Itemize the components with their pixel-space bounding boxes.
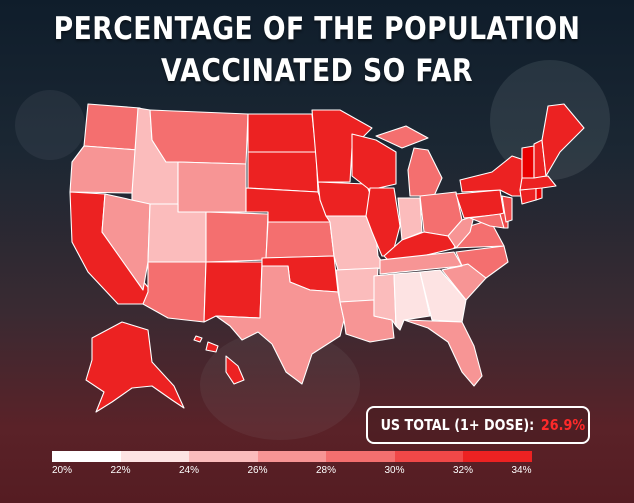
state-north-dakota xyxy=(247,113,317,153)
state-indiana xyxy=(397,197,423,241)
state-connecticut xyxy=(519,187,537,205)
legend-tick-label: 28% xyxy=(315,465,337,476)
legend-color-segment xyxy=(120,451,189,462)
background-virus-blob xyxy=(15,90,85,160)
state-hawaii xyxy=(225,355,245,385)
map-title-line-2: VACCINATED SO FAR xyxy=(161,53,473,89)
map-title-line-1: PERCENTAGE OF THE POPULATION xyxy=(53,11,581,47)
state-nevada xyxy=(101,193,151,291)
state-hawaii-island xyxy=(193,335,203,343)
state-utah xyxy=(147,203,207,263)
state-georgia xyxy=(419,269,467,323)
state-michigan xyxy=(407,147,443,197)
state-arkansas xyxy=(335,267,379,303)
state-south-dakota xyxy=(247,151,319,193)
state-mississippi xyxy=(373,273,397,327)
legend-color-segment xyxy=(52,451,121,462)
state-vermont xyxy=(521,145,535,179)
us-total-value: 26.9% xyxy=(541,416,586,434)
legend-color-segment xyxy=(326,451,395,462)
state-rhode-island xyxy=(535,187,543,201)
state-new-mexico xyxy=(203,261,263,323)
state-wyoming xyxy=(177,161,247,213)
legend-color-segment xyxy=(257,451,326,462)
state-florida xyxy=(403,319,483,387)
legend-tick-label: 32% xyxy=(452,465,474,476)
state-iowa xyxy=(317,181,373,217)
state-washington xyxy=(83,103,141,151)
state-new-jersey xyxy=(501,195,513,223)
legend-tick-label: 20% xyxy=(51,465,73,476)
state-kansas xyxy=(265,221,335,259)
state-arizona xyxy=(142,261,207,323)
state-wisconsin xyxy=(351,133,397,191)
state-hawaii-island xyxy=(205,341,219,353)
legend-tick-label: 22% xyxy=(110,465,131,476)
state-montana xyxy=(149,109,249,165)
state-north-carolina xyxy=(441,245,509,279)
state-west-virginia xyxy=(447,215,475,249)
legend-color-segment xyxy=(463,451,532,462)
state-oregon xyxy=(69,145,139,194)
state-colorado xyxy=(205,211,269,263)
us-total-label: US TOTAL (1+ DOSE): xyxy=(380,416,534,434)
legend-tick-label: 34% xyxy=(511,465,532,476)
state-alaska xyxy=(85,321,185,413)
legend-color-segment xyxy=(189,451,258,462)
state-texas xyxy=(215,265,345,385)
state-maine xyxy=(541,103,585,177)
state-new-york xyxy=(459,155,525,197)
legend-tick-label: 24% xyxy=(178,465,200,476)
color-legend-bar xyxy=(52,451,532,462)
state-michigan-upper xyxy=(375,125,429,149)
legend-tick-label: 26% xyxy=(247,465,268,476)
legend-tick-label: 30% xyxy=(384,465,405,476)
state-pennsylvania xyxy=(455,189,505,219)
us-total-box: US TOTAL (1+ DOSE): 26.9% xyxy=(366,406,590,444)
legend-color-segment xyxy=(394,451,463,462)
